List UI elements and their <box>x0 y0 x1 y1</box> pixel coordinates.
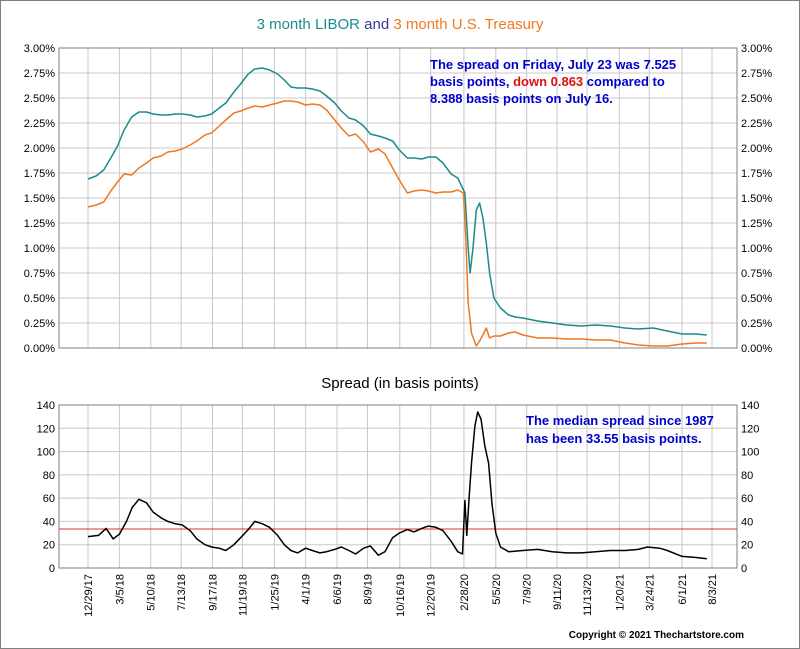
bottom-y-tick-label-right: 140 <box>741 400 759 412</box>
copyright-text: Copyright © 2021 Thechartstore.com <box>569 630 744 641</box>
x-tick-label: 1/25/19 <box>269 574 281 611</box>
bottom-y-tick-label-right: 60 <box>741 493 753 505</box>
top-y-tick-label-left: 0.00% <box>24 343 55 355</box>
top-y-tick-label-right: 0.00% <box>741 343 772 355</box>
bottom-x-axis-labels: 12/29/17 3/5/18 5/10/18 7/13/18 9/17/18 11/19… <box>83 574 719 617</box>
bottom-chart-title: Spread (in basis points) <box>321 375 479 392</box>
x-tick-label: 8/9/19 <box>362 574 374 605</box>
top-y-tick-label-left: 2.00% <box>24 143 55 155</box>
x-tick-label: 5/5/20 <box>491 574 503 605</box>
x-tick-label: 3/5/18 <box>114 574 126 605</box>
bottom-y-tick-label-left: 80 <box>43 470 55 482</box>
median-note-line-1: The median spread since 1987 <box>526 413 714 428</box>
bottom-y-tick-label-left: 40 <box>43 516 55 528</box>
x-tick-label: 3/24/21 <box>644 574 656 611</box>
x-tick-label: 4/1/19 <box>301 574 313 605</box>
x-tick-label: 11/13/20 <box>582 574 594 616</box>
bottom-y-tick-label-left: 0 <box>49 563 55 575</box>
top-plot-grid <box>59 47 737 349</box>
bottom-y-tick-label-right: 80 <box>741 470 753 482</box>
top-y-tick-label-right: 2.75% <box>741 68 772 80</box>
top-plot-border <box>58 47 738 349</box>
x-tick-label: 2/28/20 <box>459 574 471 611</box>
top-y-tick-label-left: 2.75% <box>24 68 55 80</box>
x-tick-label: 9/17/18 <box>208 574 220 611</box>
spread-note-line-2-end: compared to <box>583 74 665 89</box>
top-y-tick-label-left: 1.25% <box>24 218 55 230</box>
top-y-tick-label-right: 3.00% <box>741 43 772 55</box>
top-y-tick-label-right: 1.25% <box>741 218 772 230</box>
x-tick-label: 12/20/19 <box>426 574 438 617</box>
series-line-spread <box>87 411 707 560</box>
top-y-tick-label-right: 0.50% <box>741 293 772 305</box>
spread-note-line-2-start: basis points, <box>430 74 513 89</box>
x-tick-label: 6/1/21 <box>677 574 689 605</box>
top-y-tick-label-left: 1.00% <box>24 243 55 255</box>
bottom-y-tick-label-right: 20 <box>741 540 753 552</box>
top-y-tick-label-right: 2.25% <box>741 118 772 130</box>
x-tick-label: 12/29/17 <box>83 574 95 617</box>
top-y-tick-label-right: 0.75% <box>741 268 772 280</box>
bottom-series-group <box>59 411 737 560</box>
top-y-tick-label-left: 0.75% <box>24 268 55 280</box>
top-y-tick-label-left: 0.50% <box>24 293 55 305</box>
top-chart-title: 3 month LIBOR and 3 month U.S. Treasury <box>257 16 544 33</box>
spread-note-line-2: basis points, down 0.863 compared to <box>430 74 665 89</box>
top-series-group <box>87 67 707 347</box>
bottom-plot-grid <box>59 404 737 569</box>
x-tick-label: 9/11/20 <box>552 574 564 610</box>
series-line-3-month-u-s-treasury <box>87 100 707 347</box>
bottom-y-tick-label-left: 20 <box>43 540 55 552</box>
x-tick-label: 11/19/18 <box>237 574 249 616</box>
bottom-y-tick-label-right: 40 <box>741 516 753 528</box>
bottom-y-tick-label-left: 120 <box>37 423 55 435</box>
bottom-y-tick-label-right: 100 <box>741 447 759 459</box>
top-y-tick-label-left: 1.50% <box>24 193 55 205</box>
bottom-y-tick-label-left: 100 <box>37 447 55 459</box>
top-y-axis-labels: 0.00% 0.00% 0.25% 0.25% 0.50% 0.50% 0.75% 0.75%… <box>24 43 773 355</box>
median-note-line-2: has been 33.55 basis points. <box>526 431 702 446</box>
bottom-y-tick-label-right: 0 <box>741 563 747 575</box>
x-tick-label: 10/16/19 <box>395 574 407 617</box>
x-tick-label: 7/13/18 <box>176 574 188 611</box>
x-tick-label: 6/6/19 <box>332 574 344 605</box>
top-y-tick-label-right: 1.50% <box>741 193 772 205</box>
top-y-tick-label-left: 2.25% <box>24 118 55 130</box>
bottom-plot-border <box>58 404 738 569</box>
bottom-y-tick-label-right: 120 <box>741 423 759 435</box>
top-y-tick-label-left: 0.25% <box>24 318 55 330</box>
x-tick-label: 1/20/21 <box>614 574 626 611</box>
top-y-tick-label-right: 2.50% <box>741 93 772 105</box>
top-y-tick-label-right: 0.25% <box>741 318 772 330</box>
x-tick-label: 8/3/21 <box>707 574 719 605</box>
series-line-3-month-libor <box>87 67 707 336</box>
spread-note-line-3: 8.388 basis points on July 16. <box>430 91 613 106</box>
title-treasury-part: 3 month U.S. Treasury <box>393 16 544 33</box>
title-libor-part: 3 month LIBOR <box>257 16 361 33</box>
top-y-tick-label-right: 1.75% <box>741 168 772 180</box>
x-tick-label: 7/9/20 <box>522 574 534 605</box>
bottom-y-axis-labels: 0 0 20 20 40 40 60 60 80 80 100 100 120 120 140 140 <box>37 400 760 575</box>
top-y-tick-label-right: 2.00% <box>741 143 772 155</box>
title-and-part: and <box>360 16 393 33</box>
bottom-y-tick-label-left: 60 <box>43 493 55 505</box>
spread-note-line-1: The spread on Friday, July 23 was 7.525 <box>430 57 676 72</box>
bottom-y-tick-label-left: 140 <box>37 400 55 412</box>
top-y-tick-label-left: 2.50% <box>24 93 55 105</box>
spread-note-change: down 0.863 <box>513 74 583 89</box>
x-tick-label: 5/10/18 <box>146 574 158 611</box>
top-y-tick-label-left: 3.00% <box>24 43 55 55</box>
top-y-tick-label-left: 1.75% <box>24 168 55 180</box>
top-y-tick-label-right: 1.00% <box>741 243 772 255</box>
